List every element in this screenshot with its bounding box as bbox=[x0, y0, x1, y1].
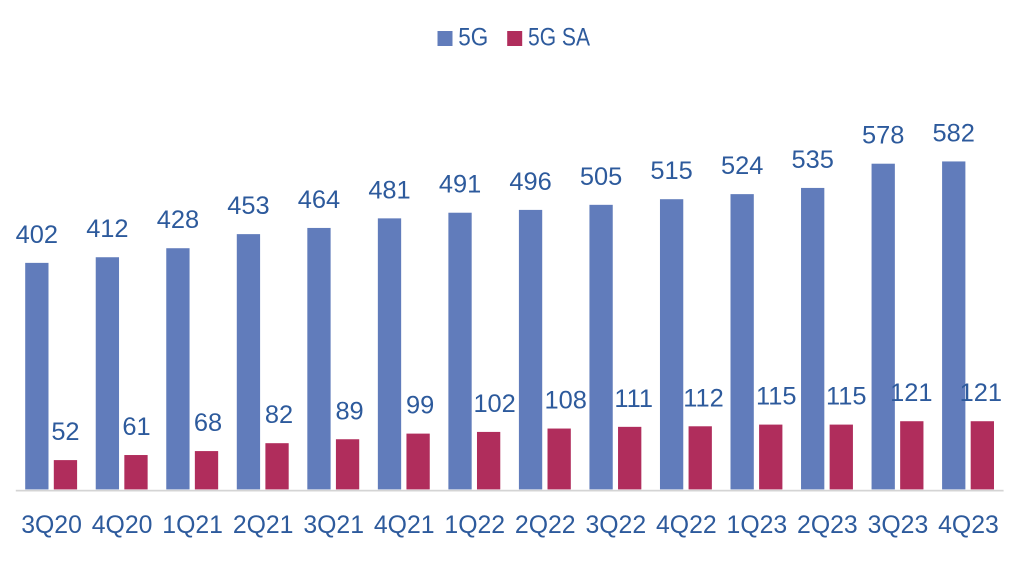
svg-text:4Q22: 4Q22 bbox=[656, 512, 717, 539]
svg-text:3Q21: 3Q21 bbox=[303, 512, 364, 539]
svg-text:68: 68 bbox=[194, 409, 222, 437]
svg-text:111: 111 bbox=[614, 385, 653, 413]
svg-text:3Q22: 3Q22 bbox=[585, 512, 646, 539]
svg-text:4Q20: 4Q20 bbox=[92, 512, 153, 539]
svg-text:3Q20: 3Q20 bbox=[21, 512, 82, 539]
svg-text:4Q23: 4Q23 bbox=[938, 512, 999, 539]
svg-text:52: 52 bbox=[51, 418, 79, 446]
svg-text:5G: 5G bbox=[458, 24, 488, 52]
svg-text:99: 99 bbox=[406, 392, 434, 420]
svg-text:2Q21: 2Q21 bbox=[233, 512, 294, 539]
svg-text:582: 582 bbox=[933, 119, 975, 147]
svg-text:121: 121 bbox=[890, 379, 932, 407]
svg-text:464: 464 bbox=[298, 186, 340, 214]
svg-text:524: 524 bbox=[721, 152, 763, 180]
svg-text:2Q22: 2Q22 bbox=[515, 512, 576, 539]
svg-text:535: 535 bbox=[791, 146, 833, 174]
svg-text:481: 481 bbox=[368, 176, 410, 204]
svg-text:412: 412 bbox=[86, 215, 128, 243]
svg-text:102: 102 bbox=[473, 390, 515, 418]
svg-text:428: 428 bbox=[157, 206, 199, 234]
svg-text:491: 491 bbox=[439, 171, 481, 199]
svg-text:1Q22: 1Q22 bbox=[444, 512, 505, 539]
svg-text:505: 505 bbox=[580, 163, 622, 191]
svg-text:2Q23: 2Q23 bbox=[797, 512, 858, 539]
svg-text:112: 112 bbox=[683, 384, 723, 412]
svg-text:496: 496 bbox=[509, 168, 551, 196]
svg-text:89: 89 bbox=[335, 397, 363, 425]
svg-text:4Q21: 4Q21 bbox=[374, 512, 435, 539]
svg-text:115: 115 bbox=[826, 383, 866, 411]
svg-text:578: 578 bbox=[862, 122, 904, 150]
svg-text:82: 82 bbox=[265, 401, 293, 429]
svg-text:121: 121 bbox=[960, 379, 1002, 407]
svg-text:1Q21: 1Q21 bbox=[162, 512, 223, 539]
svg-text:108: 108 bbox=[544, 387, 586, 415]
svg-text:61: 61 bbox=[122, 413, 150, 441]
svg-text:515: 515 bbox=[650, 157, 692, 185]
svg-text:3Q23: 3Q23 bbox=[868, 512, 929, 539]
svg-text:402: 402 bbox=[16, 221, 58, 249]
svg-text:5G SA: 5G SA bbox=[528, 24, 590, 52]
svg-text:115: 115 bbox=[756, 383, 796, 411]
svg-text:453: 453 bbox=[227, 192, 269, 220]
svg-text:1Q23: 1Q23 bbox=[727, 512, 788, 539]
